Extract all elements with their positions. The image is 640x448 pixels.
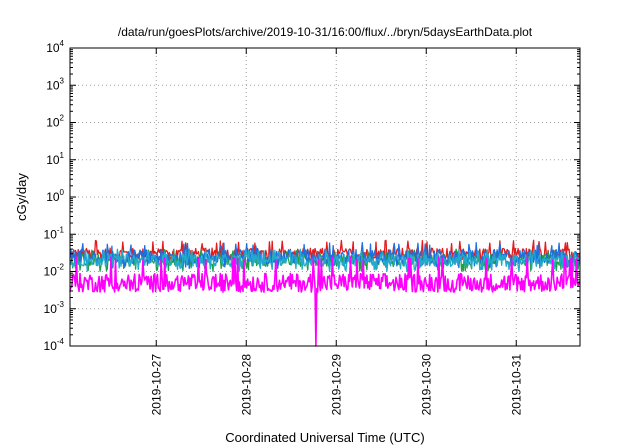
y-tick-label: 103 xyxy=(46,76,64,92)
y-tick-label: 10-4 xyxy=(44,337,65,353)
y-axis: 10-4 10-3 10-2 10-1 100 101 102 103 104 xyxy=(44,39,580,353)
x-tick-label: 2019-10-28 xyxy=(239,354,253,416)
x-tick-label: 2019-10-30 xyxy=(419,354,433,416)
grid xyxy=(70,48,580,346)
y-tick-label: 102 xyxy=(46,114,64,130)
y-tick-label: 10-2 xyxy=(44,263,65,279)
x-axis-label: Coordinated Universal Time (UTC) xyxy=(225,430,424,445)
y-tick-label: 100 xyxy=(46,188,64,204)
y-tick-label: 101 xyxy=(46,151,64,167)
chart-title: /data/run/goesPlots/archive/2019-10-31/1… xyxy=(118,25,533,39)
series-line xyxy=(69,248,581,273)
y-axis-label: cGy/day xyxy=(14,173,29,221)
x-tick-label: 2019-10-29 xyxy=(329,354,343,416)
series-group xyxy=(69,239,581,347)
y-tick-label: 104 xyxy=(46,39,64,55)
y-tick-label: 10-3 xyxy=(44,300,65,316)
series-line xyxy=(69,256,581,347)
x-tick-label: 2019-10-27 xyxy=(149,354,163,416)
y-tick-label: 10-1 xyxy=(44,225,65,241)
x-tick-label: 2019-10-31 xyxy=(509,354,523,416)
x-axis: 2019-10-27 2019-10-28 2019-10-29 2019-10-30… xyxy=(149,48,523,415)
